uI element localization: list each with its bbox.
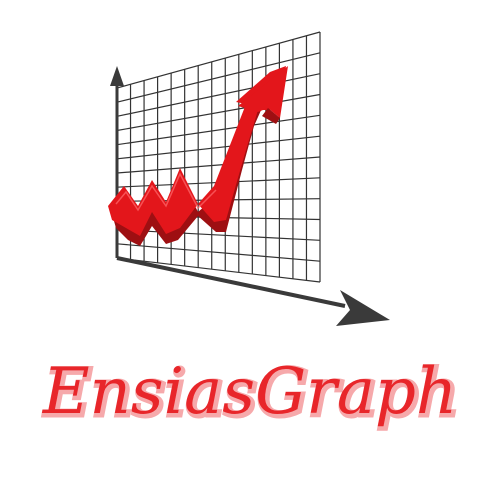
rising-chart-graphic	[108, 31, 390, 326]
x-axis-arrowhead-icon	[336, 290, 390, 326]
grid-line-horizontal	[116, 135, 321, 160]
grid-line-horizontal	[116, 229, 321, 241]
grid-line-horizontal	[116, 114, 321, 146]
grid-line-horizontal	[116, 156, 321, 174]
grid-line-horizontal	[116, 243, 321, 262]
perspective-grid	[116, 31, 321, 283]
y-axis-arrowhead-icon	[110, 66, 124, 86]
grid-line-horizontal	[116, 52, 321, 103]
grid-line-horizontal	[116, 73, 321, 117]
red-trend-arrow-icon	[108, 66, 288, 246]
x-axis	[116, 256, 390, 326]
grid-line-horizontal	[116, 257, 321, 283]
wordmark: EnsiasGraph EnsiasGraph	[41, 355, 461, 434]
wordmark-text: EnsiasGraph	[42, 355, 457, 429]
wordmark-shadow: EnsiasGraph	[44, 357, 459, 431]
grid-line-horizontal	[116, 93, 321, 132]
grid-line-horizontal	[116, 31, 321, 89]
